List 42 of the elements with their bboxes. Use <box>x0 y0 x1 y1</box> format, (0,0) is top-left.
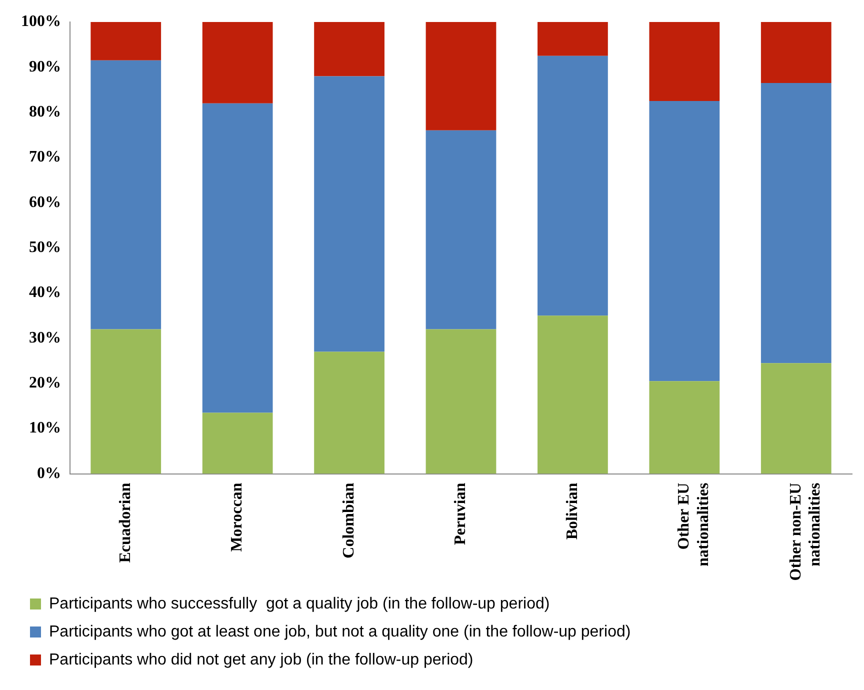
bar <box>649 101 720 382</box>
x-tick-label: Peruvian <box>452 482 470 545</box>
y-tick-label: 90% <box>29 58 61 76</box>
bar <box>760 22 832 83</box>
bar <box>538 22 608 56</box>
bar <box>760 82 832 364</box>
x-tick-label: Ecuadorian <box>117 482 134 563</box>
bar <box>538 56 608 316</box>
bar <box>649 381 720 474</box>
bar <box>90 60 162 330</box>
bar <box>90 329 162 474</box>
bar <box>202 103 273 413</box>
bar <box>649 22 720 102</box>
bar <box>202 412 273 474</box>
legend-label: Participants who got at least one job, but not a quality one (in the follow-up period) <box>49 623 631 640</box>
bar <box>202 22 273 104</box>
x-tick-label: Other EU nationalities <box>676 482 712 566</box>
bar <box>314 352 384 474</box>
y-tick-label: 70% <box>29 148 61 166</box>
bar <box>90 22 162 60</box>
y-tick-label: 10% <box>29 420 61 437</box>
bar <box>760 363 832 474</box>
x-tick-label: Moroccan <box>228 482 246 552</box>
y-tick-label: 0% <box>37 464 61 482</box>
y-tick-label: 60% <box>29 194 61 211</box>
bar <box>426 130 496 330</box>
bar <box>314 76 384 352</box>
x-tick-label: Bolivian <box>564 482 581 540</box>
y-tick-label: 80% <box>29 103 61 120</box>
y-tick-label: 40% <box>29 284 61 302</box>
x-tick-label: Other non-EU nationalities <box>787 482 824 581</box>
y-tick-label: 30% <box>29 329 61 346</box>
legend-label: Participants who did not get any job (in the follow-up period) <box>49 651 474 668</box>
y-tick-label: 50% <box>29 239 61 256</box>
bar <box>426 22 496 130</box>
bar <box>426 329 496 474</box>
y-tick-label: 20% <box>29 374 61 392</box>
bar <box>314 22 384 76</box>
x-tick-label: Colombian <box>340 482 358 558</box>
legend-label: Participants who successfully got a quality job (in the follow-up period) <box>49 595 550 612</box>
bar <box>538 316 608 474</box>
y-tick-label: 100% <box>21 13 61 30</box>
